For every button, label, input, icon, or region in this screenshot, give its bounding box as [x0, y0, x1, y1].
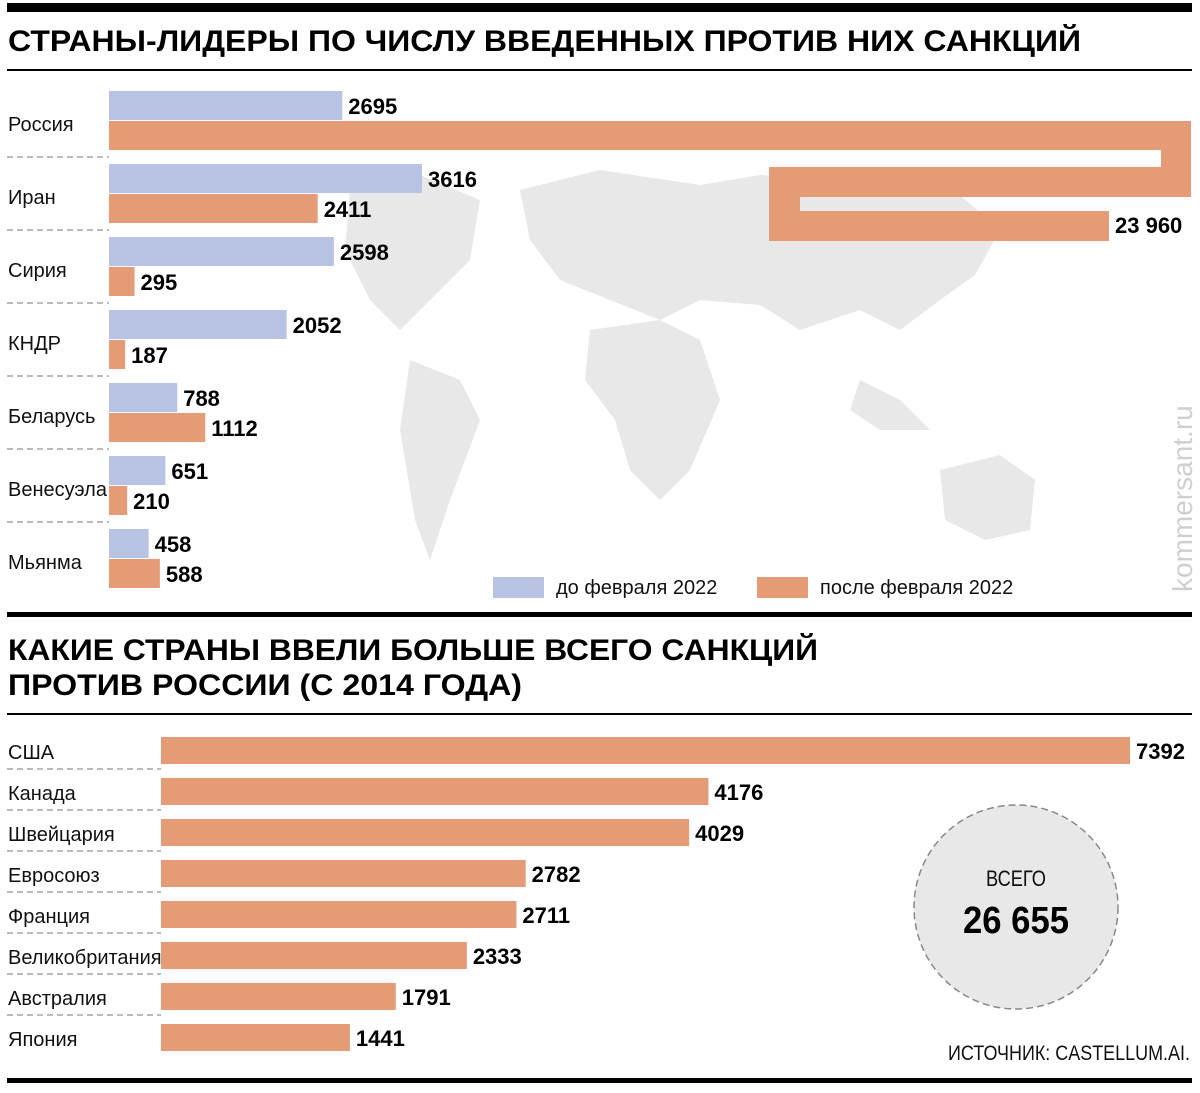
- bar-after: [109, 340, 126, 369]
- value-label: 7392: [1136, 739, 1185, 764]
- watermark: kommersant.ru: [1167, 405, 1198, 592]
- category-label: Сирия: [8, 260, 67, 282]
- source-note: ИСТОЧНИК: CASTELLUM.AI.: [948, 1042, 1190, 1065]
- chart1-title: СТРАНЫ-ЛИДЕРЫ ПО ЧИСЛУ ВВЕДЕННЫХ ПРОТИВ …: [8, 24, 1081, 58]
- total-circle: [913, 804, 1119, 1010]
- bar-after: [109, 486, 128, 515]
- value-label-after: 187: [131, 343, 168, 368]
- value-label-after: 210: [133, 489, 170, 514]
- value-label-after: 588: [166, 562, 203, 587]
- category-label: Швейцария: [8, 824, 115, 846]
- bar-before: [109, 383, 178, 412]
- category-label: Иран: [8, 187, 56, 209]
- section-rule: [7, 612, 1192, 617]
- value-label-before: 458: [155, 532, 192, 557]
- world-map-background: [345, 170, 1035, 560]
- value-label: 2333: [473, 944, 522, 969]
- value-label: 1441: [356, 1026, 405, 1051]
- category-label: Австралия: [8, 988, 107, 1010]
- bar-before: [109, 164, 422, 193]
- bottom-rule: [7, 1078, 1192, 1083]
- bar-before: [109, 456, 166, 485]
- value-label-before: 788: [183, 386, 220, 411]
- map-landmass: [850, 380, 930, 430]
- value-label-after: 1112: [211, 416, 258, 441]
- chart2-title-line1: КАКИЕ СТРАНЫ ВВЕЛИ БОЛЬШЕ ВСЕГО САНКЦИЙ: [8, 633, 818, 667]
- legend-label-before: до февраля 2022: [556, 577, 717, 599]
- value-label: 2711: [522, 903, 570, 928]
- value-label-after: 2411: [324, 197, 372, 222]
- value-label-before: 2695: [348, 94, 397, 119]
- bar-before: [109, 91, 343, 120]
- chart2-bars: США 7392 Канада 4176 Швейцария 4029 Евросоюз 27…: [7, 737, 1185, 1051]
- bar: [161, 983, 396, 1010]
- category-label: США: [8, 742, 55, 764]
- value-label: 4029: [695, 821, 744, 846]
- category-label: Евросоюз: [8, 865, 100, 887]
- bar-after: [109, 413, 206, 442]
- map-landmass: [400, 360, 480, 560]
- map-landmass: [520, 170, 1000, 330]
- map-landmass: [940, 455, 1035, 540]
- bar-after: [109, 121, 1191, 241]
- value-label-before: 3616: [428, 167, 477, 192]
- value-label: 2782: [532, 862, 581, 887]
- bar-after: [109, 559, 160, 588]
- legend-swatch-after: [757, 577, 808, 598]
- legend-label-after: после февраля 2022: [820, 577, 1013, 599]
- bar: [161, 860, 526, 887]
- bar-after: [109, 267, 135, 296]
- category-label: Япония: [8, 1029, 77, 1051]
- chart1-bars: Россия 2695 23 960 Иран 3616 2411 Сирия 2598 295…: [7, 91, 1191, 599]
- chart2-title-line2: ПРОТИВ РОССИИ (С 2014 ГОДА): [8, 669, 522, 702]
- bar: [161, 1024, 350, 1051]
- total-label: ВСЕГО: [986, 866, 1046, 891]
- category-label: Россия: [8, 114, 74, 136]
- bar: [161, 778, 709, 805]
- bar-before: [109, 237, 334, 266]
- value-label: 1791: [402, 985, 451, 1010]
- bar: [161, 901, 517, 928]
- category-label: Венесуэла: [8, 479, 108, 501]
- category-label: Великобритания: [8, 947, 162, 969]
- map-landmass: [345, 175, 480, 330]
- category-label: КНДР: [8, 333, 61, 355]
- title-rule-2: [7, 713, 1192, 715]
- legend-swatch-before: [493, 577, 544, 598]
- bar-after: [109, 194, 318, 223]
- category-label: Беларусь: [8, 406, 95, 428]
- bar-before: [109, 529, 149, 558]
- value-label-after: 23 960: [1115, 213, 1182, 238]
- total-value: 26 655: [963, 900, 1069, 942]
- value-label-before: 2598: [340, 240, 389, 265]
- bar: [161, 819, 690, 846]
- title-rule: [7, 69, 1192, 71]
- bar: [161, 737, 1130, 764]
- value-label-before: 651: [171, 459, 208, 484]
- top-rule: [7, 3, 1192, 12]
- value-label: 4176: [714, 780, 763, 805]
- category-label: Канада: [8, 783, 77, 805]
- bar: [161, 942, 467, 969]
- value-label-after: 295: [141, 270, 178, 295]
- value-label-before: 2052: [293, 313, 342, 338]
- map-landmass: [585, 320, 720, 500]
- category-label: Франция: [8, 906, 90, 928]
- category-label: Мьянма: [8, 552, 83, 574]
- bar-before: [109, 310, 287, 339]
